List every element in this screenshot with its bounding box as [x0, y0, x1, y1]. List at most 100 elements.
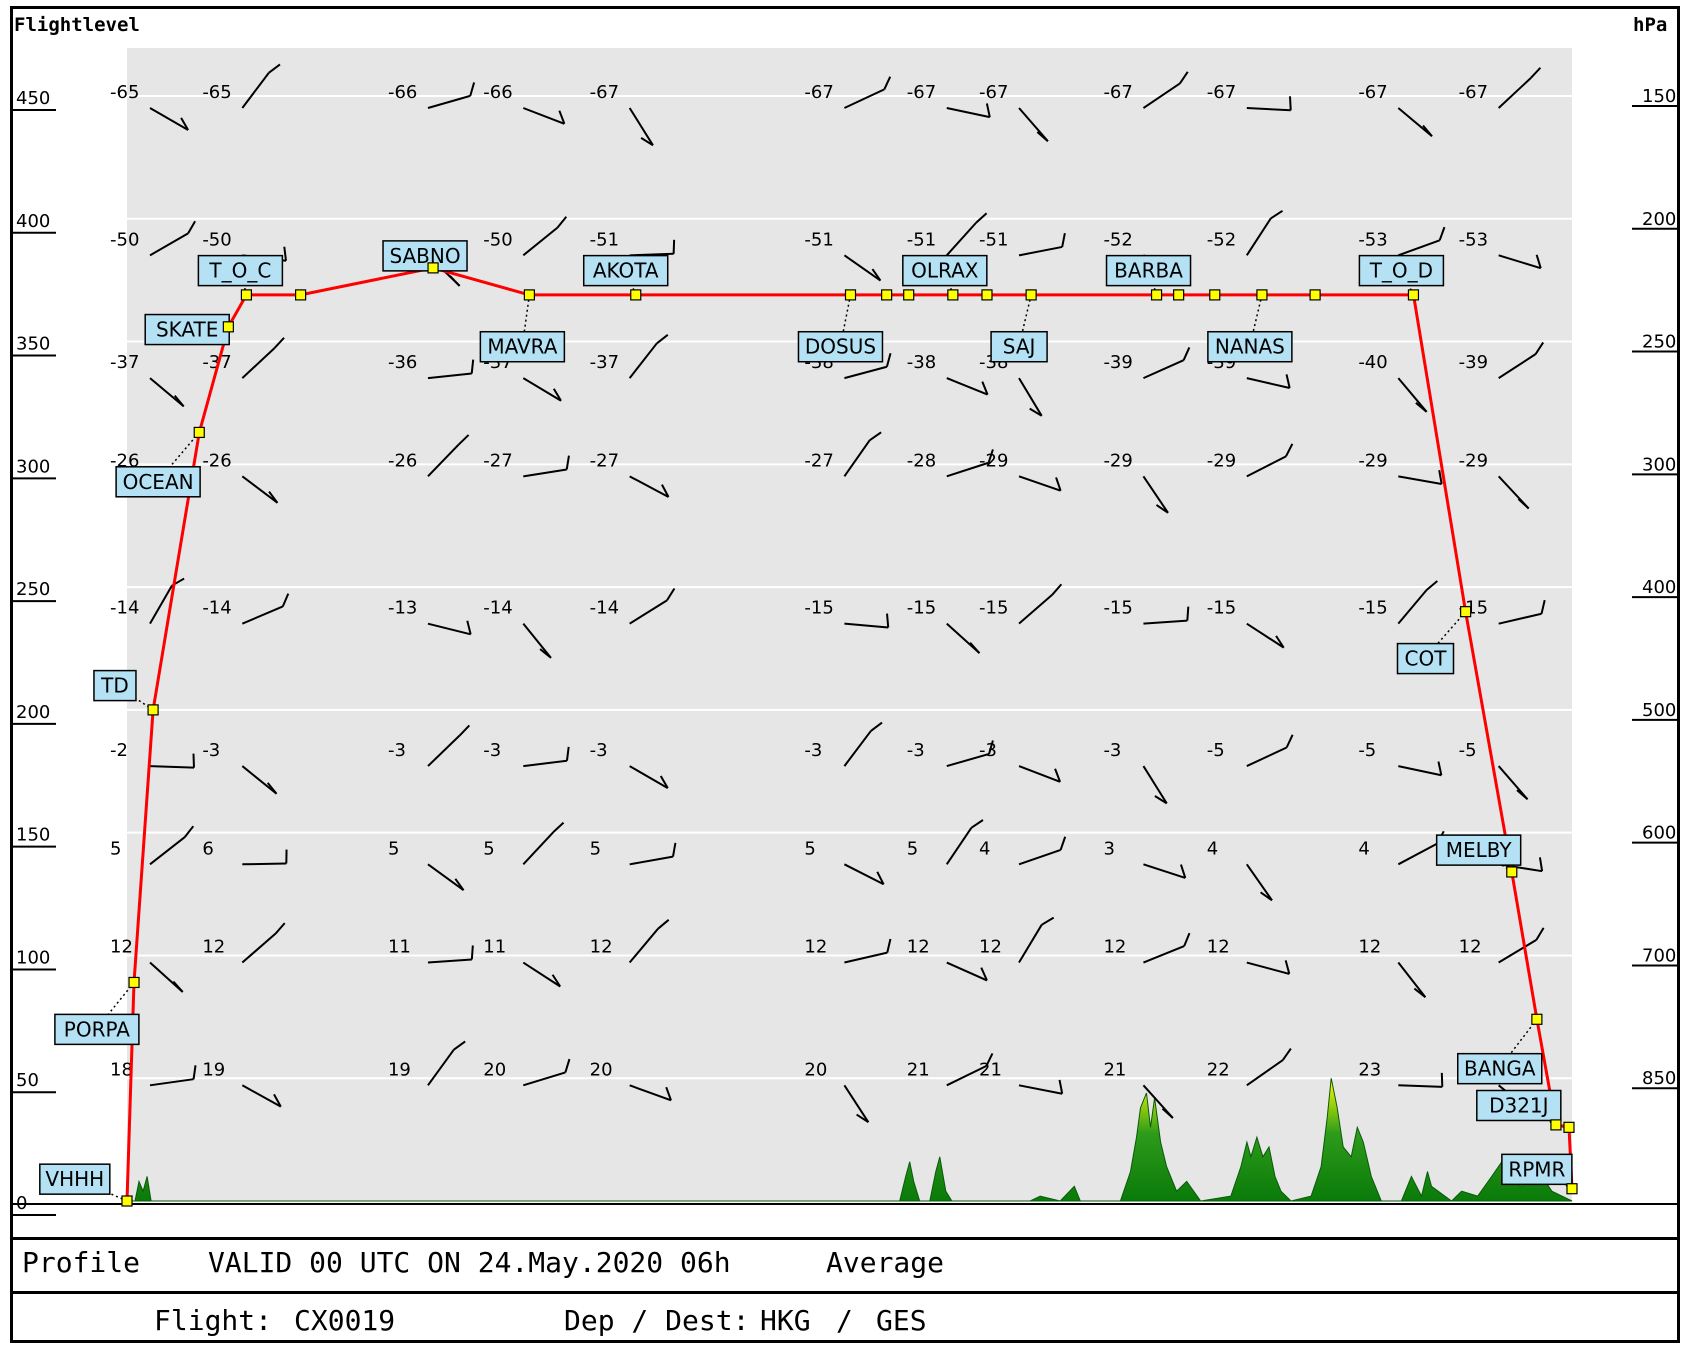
- waypoint-marker: [1256, 289, 1268, 301]
- temperature-label: 12: [202, 937, 225, 958]
- waypoint-label: DOSUS: [805, 335, 876, 359]
- temperature-label: 18: [110, 1059, 133, 1080]
- flight-number: CX0019: [294, 1304, 396, 1337]
- temperature-label: -66: [388, 82, 417, 103]
- flight-profile-chart: 0 50 100 150 200 250 300 350 400 450 850 700 600 500 4…: [12, 48, 1680, 1216]
- wind-barb-feather: [539, 648, 552, 659]
- wind-barb-shaft: [1497, 765, 1529, 800]
- waypoint-label: TD: [100, 674, 129, 698]
- departure-code: HKG: [760, 1304, 811, 1337]
- wind-barb-shaft: [427, 94, 471, 109]
- temperature-label: -51: [590, 229, 619, 250]
- temperature-label: 20: [483, 1059, 506, 1080]
- wind-barb-shaft: [629, 765, 669, 789]
- wind-barb-shaft: [629, 475, 669, 498]
- wind-barb-feather: [1534, 341, 1545, 355]
- waypoint-label: SKATE: [156, 318, 218, 342]
- waypoint-label-box: [54, 1013, 140, 1046]
- wind-barb-shaft: [427, 443, 460, 478]
- wind-barb-shaft: [1398, 475, 1442, 485]
- wind-barb-feather: [469, 82, 476, 97]
- temperature-label: -14: [110, 598, 139, 619]
- wind-barb-feather: [192, 1065, 197, 1080]
- flight-label: Flight:: [154, 1304, 273, 1337]
- wind-barb-feather: [1438, 470, 1443, 485]
- waypoint-marker: [523, 289, 535, 301]
- wind-barb-feather: [665, 1086, 672, 1101]
- temperature-label: -3: [202, 740, 220, 761]
- wind-barb-shaft: [427, 863, 465, 891]
- wind-barb-shaft: [1397, 961, 1427, 998]
- temperature-label: 6: [202, 838, 213, 859]
- wind-barb-feather: [1029, 407, 1043, 417]
- waypoint-label-box: [1207, 330, 1293, 363]
- wind-barb-shaft: [843, 863, 885, 886]
- wind-barb-shaft: [1398, 1084, 1443, 1088]
- y-tick-label: 250: [16, 579, 50, 600]
- temperature-label: -67: [1103, 82, 1132, 103]
- temperature-label: 19: [202, 1059, 225, 1080]
- wind-barb-feather: [657, 919, 670, 930]
- waypoint-marker: [222, 321, 234, 333]
- temperature-label: -26: [202, 450, 231, 471]
- temperature-label: -65: [202, 82, 231, 103]
- temperature-label: -67: [1207, 82, 1236, 103]
- y-tick-label: 450: [16, 88, 50, 109]
- wind-barb-shaft: [522, 107, 565, 125]
- wind-barb-feather: [551, 974, 562, 988]
- wind-barb-feather: [1275, 635, 1285, 649]
- waypoint-label: MELBY: [1446, 838, 1513, 862]
- waypoint-label: BARBA: [1114, 259, 1183, 283]
- wind-barb-shaft: [629, 1084, 672, 1102]
- waypoint-label-box: [1457, 1052, 1543, 1085]
- temperature-label: -5: [1459, 740, 1477, 761]
- wind-barb-shaft: [629, 599, 668, 625]
- wind-barb-feather: [987, 449, 994, 464]
- wind-barb-shaft: [946, 221, 977, 257]
- y-tick-label: 50: [16, 1070, 39, 1091]
- waypoint-label-box: [1501, 1153, 1573, 1186]
- waypoint-label-box: [990, 330, 1048, 363]
- wind-barb-feather: [1285, 443, 1294, 457]
- pressure-tick-label: 200: [1642, 209, 1676, 230]
- wind-barb-feather: [1535, 254, 1542, 269]
- waypoint-marker: [1150, 289, 1163, 301]
- wind-barb-shaft: [1398, 765, 1442, 777]
- wind-barb-feather: [1183, 932, 1191, 947]
- wind-barb-feather: [1182, 347, 1191, 361]
- wind-barb-feather: [981, 381, 989, 395]
- wind-barb-shaft: [844, 951, 888, 964]
- waypoint-label-box: [1358, 254, 1445, 287]
- wind-barb-feather: [556, 216, 568, 229]
- waypoint-marker: [630, 289, 642, 301]
- temperature-label: -3: [907, 740, 925, 761]
- wind-barb-shaft: [149, 765, 195, 769]
- wind-barb-shaft: [1397, 589, 1428, 625]
- temperature-label: 5: [388, 838, 399, 859]
- waypoint-leader: [839, 294, 852, 346]
- wind-barb-shaft: [522, 377, 562, 402]
- wind-barb-feather: [886, 938, 892, 953]
- wind-barb-feather: [172, 980, 184, 993]
- temperature-label: -27: [804, 450, 833, 471]
- temperature-label: -15: [1358, 598, 1387, 619]
- temperature-label: 12: [1207, 937, 1230, 958]
- temperature-label: 4: [1358, 838, 1369, 859]
- wind-barb-feather: [988, 740, 994, 755]
- wind-barb-feather: [656, 334, 669, 345]
- temperature-label: -51: [907, 229, 936, 250]
- waypoint-label-box: [1435, 834, 1522, 866]
- wind-barb-shaft: [241, 72, 270, 109]
- wind-barb-feather: [457, 434, 470, 446]
- temperature-label: 5: [483, 838, 494, 859]
- temperature-label: -14: [590, 598, 619, 619]
- wind-barb-shaft: [1246, 622, 1285, 649]
- waypoint-marker: [881, 289, 893, 301]
- wind-barb-feather: [183, 825, 195, 838]
- wind-barb-feather: [1059, 836, 1067, 851]
- temperature-label: -29: [1103, 450, 1132, 471]
- wind-barb-shaft: [241, 605, 284, 625]
- waypoint-leader: [1018, 294, 1032, 346]
- y-tick-label: 200: [16, 702, 50, 723]
- temperature-label: -37: [590, 352, 619, 373]
